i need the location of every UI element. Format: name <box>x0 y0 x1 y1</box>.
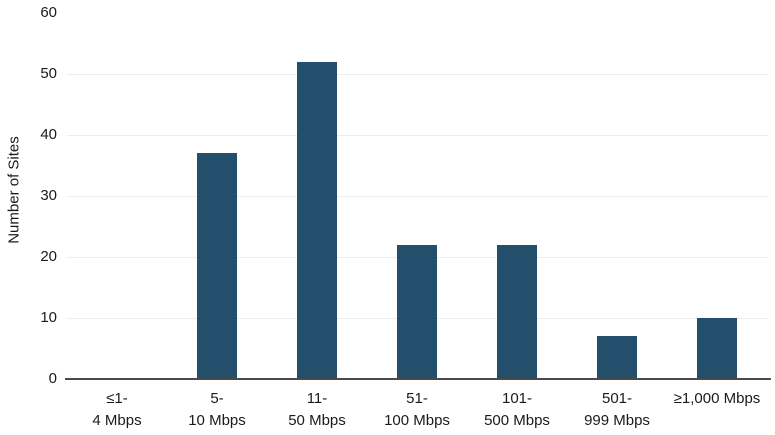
x-category-label: 501- 999 Mbps <box>557 388 677 432</box>
y-tick-label: 0 <box>48 370 57 387</box>
x-category-label: ≤1- 4 Mbps <box>57 388 177 432</box>
x-category-label: 5- 10 Mbps <box>157 388 277 432</box>
x-category-label-line: 11- <box>306 390 328 407</box>
bar <box>297 61 337 379</box>
bar <box>697 318 737 379</box>
bar <box>497 244 537 379</box>
y-gridline <box>67 134 768 136</box>
x-category-label: 51- 100 Mbps <box>357 388 477 432</box>
x-category-label: 11- 50 Mbps <box>257 388 377 432</box>
x-axis-line <box>65 378 771 380</box>
y-tick-label: 20 <box>40 248 57 265</box>
y-gridline <box>67 73 768 75</box>
y-tick-label: 30 <box>40 187 57 204</box>
bar <box>597 336 637 379</box>
x-category-label-line: 100 Mbps <box>384 412 450 429</box>
y-tick-label: 10 <box>40 309 57 326</box>
x-category-label: ≥1,000 Mbps <box>657 388 775 410</box>
x-category-label-line: 10 Mbps <box>188 412 246 429</box>
x-category-label: 101- 500 Mbps <box>457 388 577 432</box>
x-category-label-line: 51- <box>406 390 428 407</box>
x-category-label-line: 101- <box>501 390 533 407</box>
y-tick-label: 60 <box>40 4 57 21</box>
bar <box>197 153 237 379</box>
x-category-label-line: 5- <box>210 390 224 407</box>
y-tick-label: 50 <box>40 65 57 82</box>
x-category-label-line: ≤1- <box>106 390 128 407</box>
y-tick-label: 40 <box>40 126 57 143</box>
bar <box>397 244 437 379</box>
x-category-label-line: 501- <box>601 390 633 407</box>
x-category-label-line: 50 Mbps <box>288 412 346 429</box>
x-category-label-line: ≥1,000 Mbps <box>673 390 761 407</box>
x-category-label-line: 500 Mbps <box>484 412 550 429</box>
y-gridline <box>67 195 768 197</box>
x-category-label-line: 999 Mbps <box>584 412 650 429</box>
x-category-label-line: 4 Mbps <box>92 412 142 429</box>
